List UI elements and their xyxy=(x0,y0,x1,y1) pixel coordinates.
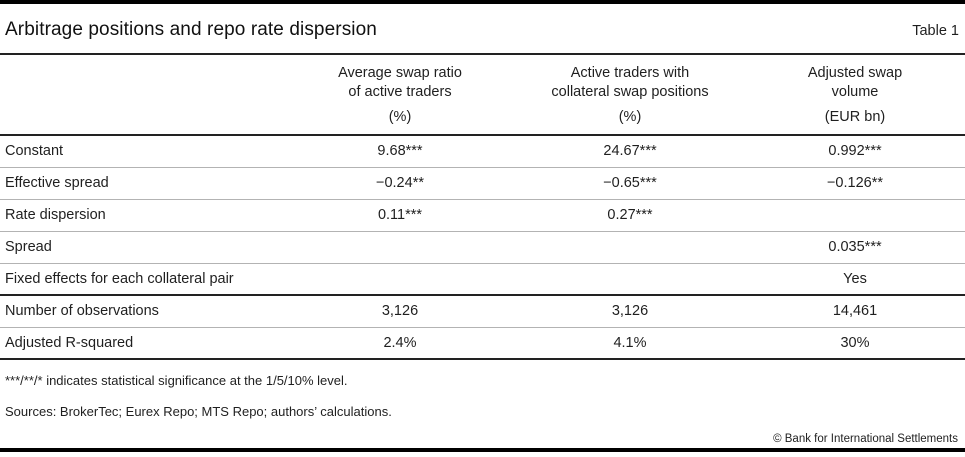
column-title-line2: of active traders xyxy=(348,83,452,100)
row-label: Fixed effects for each collateral pair xyxy=(5,270,234,287)
cell-value: 3,126 xyxy=(611,303,649,320)
regression-results-table: Average swap ratio of active traders (%)… xyxy=(0,55,965,360)
copyright-note: © Bank for International Settlements xyxy=(773,433,958,446)
cell-value: 0.992*** xyxy=(828,143,882,160)
cell-value xyxy=(515,263,745,295)
column-title: Active traders with collateral swap posi… xyxy=(519,64,741,102)
column-title-line1: Active traders with xyxy=(570,65,690,81)
cell-value xyxy=(285,263,515,295)
significance-note: ***/**/* indicates statistical significa… xyxy=(5,373,348,389)
footnotes-block: ***/**/* indicates statistical significa… xyxy=(0,360,965,445)
row-label: Spread xyxy=(5,239,52,256)
column-header-active-traders: Active traders with collateral swap posi… xyxy=(515,55,745,137)
table-row-rate-dispersion: Rate dispersion 0.11*** 0.27*** xyxy=(0,199,965,231)
cell-value: 0.035*** xyxy=(828,239,882,256)
title-rule xyxy=(0,53,965,55)
row-label: Number of observations xyxy=(5,303,159,320)
cell-value: 9.68*** xyxy=(377,143,423,160)
row-label-column-header xyxy=(0,55,285,137)
table-row-spread: Spread 0.035*** xyxy=(0,231,965,263)
cell-value: 30% xyxy=(840,334,870,351)
table-row-constant: Constant 9.68*** 24.67*** 0.992*** xyxy=(0,135,965,167)
cell-value: Yes xyxy=(843,270,867,287)
cell-value: 0.27*** xyxy=(607,207,653,224)
column-title-line2: volume xyxy=(831,83,879,100)
table-row-effective-spread: Effective spread −0.24** −0.65*** −0.126… xyxy=(0,167,965,199)
table-row-fixed-effects: Fixed effects for each collateral pair Y… xyxy=(0,263,965,295)
cell-value: −0.65*** xyxy=(603,175,657,192)
cell-value: −0.24** xyxy=(376,175,424,192)
cell-value: 3,126 xyxy=(381,303,419,320)
cell-value xyxy=(515,231,745,263)
cell-value: 14,461 xyxy=(832,303,878,320)
column-title-line2: collateral swap positions xyxy=(551,83,709,100)
cell-value: 0.11*** xyxy=(377,207,423,224)
sources-note: Sources: BrokerTec; Eurex Repo; MTS Repo… xyxy=(5,404,392,420)
column-unit: (%) xyxy=(618,108,642,125)
column-title: Average swap ratio of active traders xyxy=(289,64,511,102)
column-header-average-swap-ratio: Average swap ratio of active traders (%) xyxy=(285,55,515,137)
column-unit: (EUR bn) xyxy=(824,108,886,125)
row-label: Rate dispersion xyxy=(5,207,106,224)
cell-value xyxy=(285,231,515,263)
column-title: Adjusted swap volume xyxy=(749,64,961,102)
row-label: Adjusted R-squared xyxy=(5,334,134,351)
page-title: Arbitrage positions and repo rate disper… xyxy=(5,19,377,40)
cell-value xyxy=(745,199,965,231)
row-label: Constant xyxy=(5,143,64,160)
column-title-line1: Adjusted swap xyxy=(807,65,903,81)
cell-value: 2.4% xyxy=(383,334,417,351)
table-header-row: Average swap ratio of active traders (%)… xyxy=(0,55,965,137)
column-title-line1: Average swap ratio xyxy=(338,65,462,81)
column-unit: (%) xyxy=(388,108,412,125)
top-rule xyxy=(0,0,965,4)
cell-value: 24.67*** xyxy=(603,143,657,160)
table-number-label: Table 1 xyxy=(912,23,959,39)
table-row-number-of-observations: Number of observations 3,126 3,126 14,46… xyxy=(0,295,965,327)
row-label: Effective spread xyxy=(5,175,109,192)
cell-value: −0.126** xyxy=(826,175,884,192)
table-title-bar: Arbitrage positions and repo rate disper… xyxy=(0,4,965,53)
bottom-rule xyxy=(0,448,965,452)
cell-value: 4.1% xyxy=(613,334,647,351)
table-row-adjusted-r-squared: Adjusted R-squared 2.4% 4.1% 30% xyxy=(0,327,965,360)
column-header-adjusted-swap-volume: Adjusted swap volume (EUR bn) xyxy=(745,55,965,137)
